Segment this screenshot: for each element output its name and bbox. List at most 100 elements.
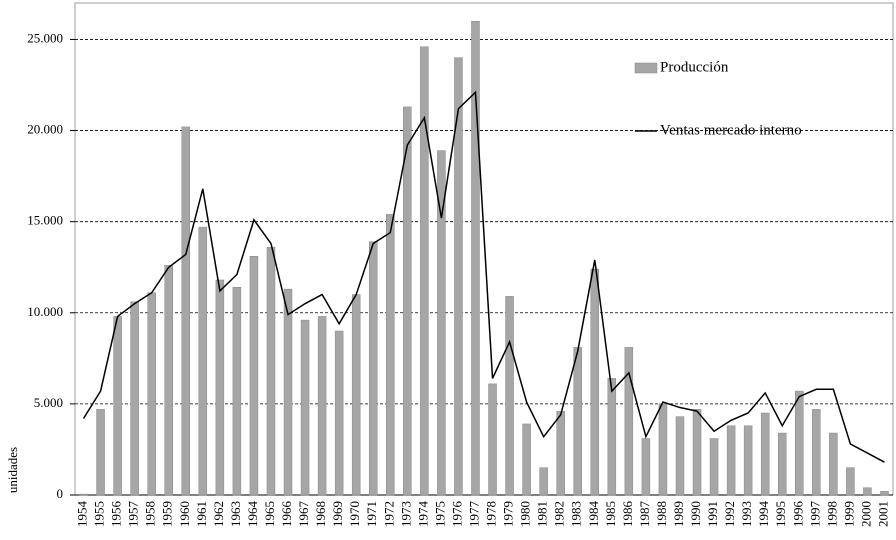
x-tick-label: 1983 — [569, 501, 584, 527]
bar — [96, 409, 105, 496]
bar — [488, 383, 497, 496]
x-tick-label: 1963 — [228, 501, 243, 527]
x-tick-label: 1955 — [92, 501, 107, 527]
bar — [641, 438, 651, 496]
x-tick-label: 1970 — [347, 501, 362, 527]
bar — [880, 491, 889, 496]
x-tick-label: 1967 — [296, 501, 311, 528]
x-tick-label: 1974 — [415, 501, 430, 528]
bar — [147, 292, 156, 496]
x-tick-label: 1969 — [330, 501, 345, 527]
bar — [863, 487, 872, 496]
x-tick-label: 1989 — [671, 501, 686, 527]
bar — [249, 256, 259, 496]
bar — [232, 287, 242, 496]
x-tick-label: 1954 — [75, 501, 90, 528]
bar — [505, 296, 514, 496]
bar — [79, 493, 88, 496]
y-tick-label: 25.000 — [27, 30, 63, 45]
x-tick-label: 1972 — [381, 501, 396, 527]
bar — [437, 150, 446, 496]
x-tick-label: 1973 — [398, 501, 413, 527]
x-tick-label: 1976 — [449, 501, 464, 528]
x-tick-label: 1990 — [688, 501, 703, 527]
bar — [113, 316, 122, 496]
x-tick-label: 1966 — [279, 501, 294, 528]
bar — [522, 423, 531, 496]
x-tick-label: 1988 — [654, 501, 669, 527]
x-tick-label: 2000 — [858, 501, 873, 527]
x-tick-label: 1962 — [211, 501, 226, 527]
bar — [454, 57, 463, 496]
bar — [403, 106, 412, 496]
bar — [743, 425, 753, 496]
x-tick-label: 1981 — [535, 501, 550, 527]
x-tick-label: 1984 — [586, 501, 601, 528]
bar — [675, 416, 685, 496]
y-tick-label: 5.000 — [34, 395, 63, 410]
bar — [692, 409, 702, 496]
legend-label: Producción — [660, 59, 729, 75]
bar — [181, 126, 191, 496]
bar — [590, 268, 600, 496]
bar — [658, 403, 668, 496]
x-tick-label: 1991 — [705, 501, 720, 527]
y-axis-label: unidades — [5, 447, 20, 493]
bar — [386, 214, 395, 496]
y-tick-label: 10.000 — [27, 304, 63, 319]
legend-label: Ventas mercado interno — [660, 122, 802, 138]
x-tick-label: 1959 — [160, 501, 175, 527]
plot-frame — [74, 2, 894, 496]
y-tick-label: 0 — [57, 486, 64, 501]
bar — [726, 425, 736, 496]
x-tick-label: 1987 — [637, 501, 652, 528]
bar — [471, 20, 480, 496]
bar — [846, 467, 855, 496]
x-tick-label: 1961 — [194, 501, 209, 527]
x-tick-label: 1971 — [364, 501, 379, 527]
y-tick-label: 15.000 — [27, 213, 63, 228]
line — [82, 90, 885, 463]
x-tick-label: 1968 — [313, 501, 328, 527]
bar — [334, 330, 344, 496]
bar — [130, 301, 139, 496]
x-tick-label: 1986 — [620, 501, 635, 528]
x-tick-label: 1998 — [824, 501, 839, 527]
bar — [266, 246, 276, 496]
x-tick-label: 1982 — [552, 501, 567, 527]
x-tick-label: 1985 — [603, 501, 618, 527]
x-tick-label: 1994 — [756, 501, 771, 528]
x-tick-label: 1965 — [262, 501, 277, 527]
legend-swatch — [634, 62, 658, 74]
y-tick-label: 20.000 — [27, 122, 63, 137]
bar — [164, 265, 173, 496]
x-tick-label: 1977 — [466, 501, 481, 528]
x-tick-label: 1993 — [739, 501, 754, 527]
bar — [760, 412, 770, 496]
x-tick-label: 1978 — [484, 501, 499, 527]
x-tick-label: 1995 — [773, 501, 788, 527]
bar — [539, 467, 548, 496]
x-tick-label: 1958 — [143, 501, 158, 527]
bar — [317, 316, 327, 496]
bar — [351, 294, 361, 496]
x-tick-label: 1964 — [245, 501, 260, 528]
bar — [795, 390, 804, 496]
x-tick-label: 1997 — [807, 501, 822, 528]
bar — [709, 438, 719, 496]
x-tick-label: 1996 — [790, 501, 805, 528]
bar — [829, 432, 838, 496]
x-tick-label: 1975 — [432, 501, 447, 527]
bar — [300, 319, 310, 496]
bar — [777, 432, 787, 496]
bar — [573, 347, 582, 496]
bar — [556, 410, 565, 496]
bar — [420, 46, 429, 496]
x-tick-label: 1999 — [841, 501, 856, 527]
x-tick-label: 1956 — [109, 501, 124, 528]
x-tick-label: 1979 — [501, 501, 516, 527]
bar — [607, 378, 617, 496]
x-tick-label: 1960 — [177, 501, 192, 527]
x-tick-label: 1992 — [722, 501, 737, 527]
